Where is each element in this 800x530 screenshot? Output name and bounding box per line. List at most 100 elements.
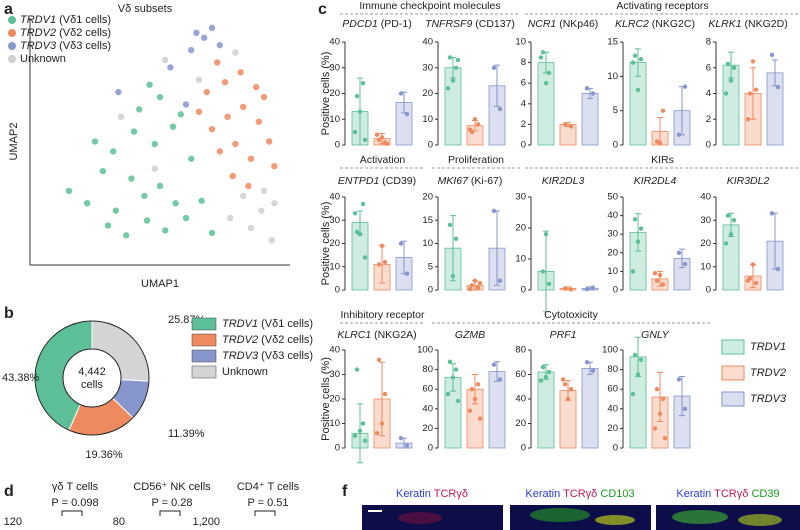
data-point	[352, 211, 358, 216]
legend-marker	[8, 55, 16, 63]
bar	[581, 93, 599, 146]
legend-label: Unknown	[222, 366, 268, 378]
point	[229, 172, 236, 180]
data-point	[753, 87, 759, 92]
data-point	[475, 285, 481, 290]
data-point	[467, 408, 473, 413]
data-point	[747, 91, 753, 96]
error-bar	[728, 51, 734, 79]
point	[227, 214, 234, 222]
text-part: (CD39)	[382, 175, 416, 187]
data-point	[731, 65, 737, 70]
data-point	[745, 278, 751, 283]
point	[260, 187, 268, 195]
error-bar	[679, 375, 685, 417]
y-tick-label: 30	[700, 215, 711, 226]
y-tick-label: 60	[607, 384, 618, 395]
text-part: PDCD1	[342, 18, 378, 30]
image-label: Keratin TCRγδ	[396, 488, 468, 500]
text-part: TRDV2	[222, 334, 258, 346]
data-point	[467, 127, 473, 132]
group-header: Activating receptors	[616, 0, 708, 12]
point	[130, 128, 138, 135]
y-tick-label: 60	[422, 384, 433, 395]
y-tick-label: 30	[329, 215, 340, 226]
point	[195, 108, 203, 116]
y-tick-label: 0	[706, 140, 711, 151]
data-point	[725, 213, 731, 218]
point	[104, 222, 112, 229]
error-bar	[494, 361, 500, 382]
legend-label: Unknown	[20, 53, 66, 65]
text-part: (NKG2C)	[652, 18, 695, 30]
point	[169, 123, 177, 130]
data-point	[398, 91, 404, 96]
data-point	[657, 140, 663, 146]
data-point	[362, 255, 368, 260]
y-tick-label: 0	[335, 285, 340, 296]
point	[182, 214, 190, 222]
point	[260, 93, 268, 101]
y-tick-label: 10	[329, 261, 340, 272]
point	[143, 217, 151, 224]
point	[232, 49, 239, 56]
y-tick-label: 0	[335, 443, 340, 454]
y-tick-label: 6	[706, 62, 711, 73]
data-point	[731, 218, 737, 223]
point	[224, 113, 231, 121]
point	[258, 207, 265, 214]
micrograph	[362, 505, 800, 530]
subplot-title: KIR2DL3	[542, 175, 585, 187]
data-point	[352, 433, 358, 438]
data-point	[728, 232, 734, 237]
point	[84, 200, 91, 207]
error-bar	[635, 213, 641, 252]
data-point	[590, 368, 596, 374]
data-point	[445, 86, 451, 91]
y-tick-label: 0	[521, 443, 526, 454]
data-point	[497, 106, 503, 112]
data-point	[632, 352, 638, 358]
data-point	[447, 222, 453, 228]
text-part: TRDV1	[20, 14, 56, 26]
data-point	[568, 387, 574, 392]
y-tick-label: 60	[515, 369, 526, 380]
subplot-title: PDCD1 (PD-1)	[342, 18, 411, 30]
bar	[581, 367, 599, 449]
point	[232, 140, 239, 148]
subplot-title: NCR1 (NKp46)	[528, 18, 599, 30]
y-tick-label: 20	[422, 88, 433, 99]
y-tick-label: 4	[706, 88, 711, 99]
y-tick-label: 50	[607, 192, 618, 203]
data-point	[450, 273, 456, 279]
data-point	[769, 211, 775, 216]
value-label: 11.39%	[168, 428, 205, 440]
data-point	[728, 78, 734, 83]
data-point	[379, 421, 385, 426]
donut-center-label: 4,442	[78, 366, 106, 378]
y-tick-label: 0	[521, 140, 526, 151]
legend-label: TRDV2	[750, 367, 786, 379]
data-point	[450, 375, 456, 380]
subplot-title: CD4⁺ T cells	[237, 481, 300, 493]
data-point	[540, 364, 546, 370]
bracket	[61, 510, 276, 516]
p-value: P = 0.098	[51, 497, 98, 509]
text-part: GZMB	[455, 329, 485, 341]
legend-label: TRDV1	[750, 341, 786, 353]
data-point	[354, 229, 360, 235]
y-tick-label: 10	[329, 418, 340, 429]
point	[112, 207, 120, 214]
data-point	[374, 132, 380, 137]
data-point	[491, 208, 497, 214]
y-tick-label: 0	[613, 285, 618, 296]
text-part: TNFRSF9	[425, 18, 472, 30]
legend-marker	[8, 42, 16, 50]
group-header: KIRs	[651, 154, 674, 166]
y-tick-label: 20	[422, 423, 433, 434]
text-part: KIR3DL2	[727, 175, 770, 187]
point	[151, 140, 158, 148]
y-tick-label: 15	[422, 215, 433, 226]
text-part: KLRC2	[615, 18, 649, 30]
value-label: 43.38%	[2, 372, 40, 384]
